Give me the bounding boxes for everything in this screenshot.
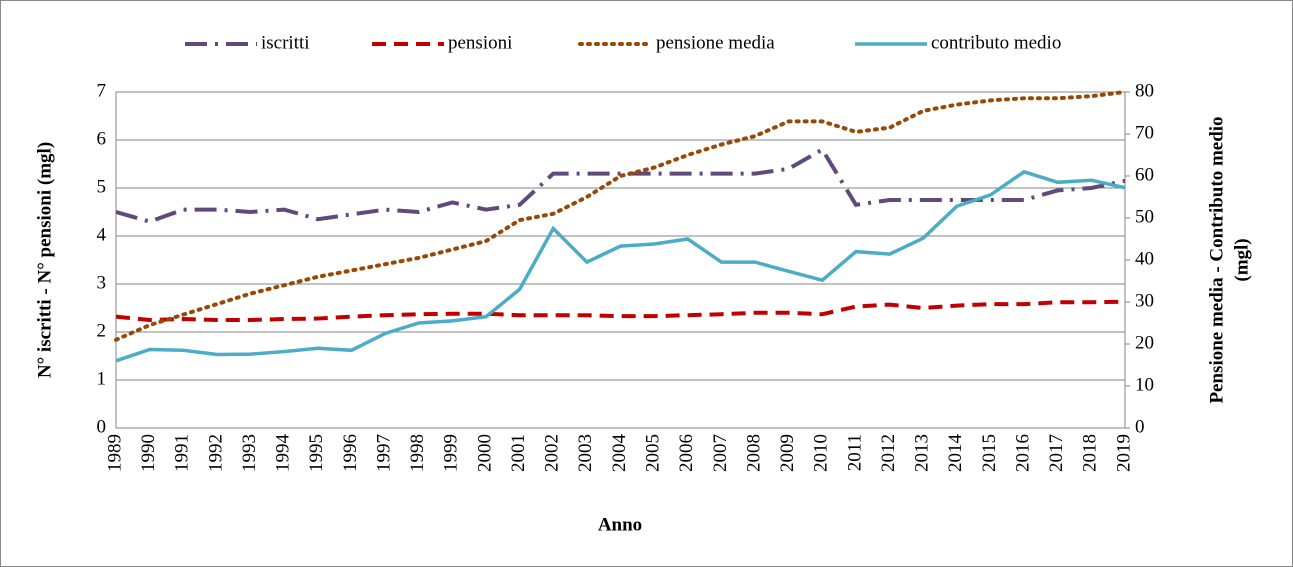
y-tick-label: 0: [97, 416, 107, 437]
y-axis-label: N° iscritti - N° pensioni (mgl): [34, 142, 55, 378]
y-tick-label: 3: [97, 272, 107, 293]
x-tick-label: 1990: [138, 434, 159, 472]
x-tick-label: 1991: [172, 434, 193, 472]
x-tick-label: 2016: [1012, 434, 1033, 472]
y2-tick-label: 0: [1135, 416, 1145, 437]
legend-label: pensione media: [656, 32, 775, 53]
x-tick-label: 2019: [1113, 434, 1134, 472]
x-tick-label: 2014: [945, 434, 966, 473]
y2-tick-label: 30: [1135, 290, 1154, 311]
x-tick-label: 2008: [743, 434, 764, 472]
x-tick-label: 2003: [575, 434, 596, 472]
y-tick-label: 4: [97, 224, 107, 245]
y2-axis-label: (mgl): [1231, 238, 1252, 281]
x-tick-label: 2004: [609, 434, 630, 473]
legend-label: iscritti: [261, 32, 310, 53]
y2-tick-label: 20: [1135, 332, 1154, 353]
x-tick-label: 2006: [676, 434, 697, 472]
y2-tick-label: 60: [1135, 164, 1154, 185]
y2-tick-label: 50: [1135, 206, 1154, 227]
x-tick-label: 2013: [912, 434, 933, 472]
y-tick-label: 5: [97, 176, 107, 197]
x-tick-label: 2011: [844, 434, 865, 471]
y2-axis-label: Pensione media - Contributo medio: [1206, 116, 1227, 403]
series-line: [115, 146, 1126, 224]
x-tick-label: 1992: [205, 434, 226, 472]
x-tick-label: 2002: [542, 434, 563, 472]
x-tick-label: 2005: [642, 434, 663, 472]
y2-tick-label: 80: [1135, 80, 1154, 101]
y-tick-label: 1: [97, 368, 107, 389]
x-tick-label: 1996: [340, 434, 361, 472]
y-tick-label: 7: [97, 80, 107, 101]
series-line: [115, 169, 1126, 363]
x-tick-label: 2009: [777, 434, 798, 472]
legend-label: contributo medio: [931, 32, 1061, 53]
y2-tick-label: 40: [1135, 248, 1154, 269]
x-tick-label: 1993: [239, 434, 260, 472]
legend-label: pensioni: [448, 32, 512, 53]
x-tick-label: 2012: [878, 434, 899, 472]
x-tick-label: 2015: [979, 434, 1000, 472]
y2-tick-label: 70: [1135, 122, 1154, 143]
x-tick-label: 2017: [1046, 434, 1067, 472]
x-tick-label: 2018: [1080, 434, 1101, 472]
x-axis-label: Anno: [598, 514, 642, 535]
x-tick-label: 1999: [441, 434, 462, 472]
x-tick-label: 1994: [273, 434, 294, 473]
x-tick-label: 2007: [710, 434, 731, 472]
y-tick-label: 6: [97, 128, 107, 149]
series-line: [114, 90, 1127, 342]
x-tick-label: 2001: [508, 434, 529, 472]
y-tick-label: 2: [97, 320, 107, 341]
x-tick-label: 1998: [407, 434, 428, 472]
y2-tick-label: 10: [1135, 374, 1154, 395]
series-line: [115, 299, 1126, 323]
x-tick-label: 2010: [811, 434, 832, 472]
x-tick-label: 2000: [474, 434, 495, 472]
x-tick-label: 1995: [306, 434, 327, 472]
x-tick-label: 1989: [104, 434, 125, 472]
x-tick-label: 1997: [373, 434, 394, 472]
